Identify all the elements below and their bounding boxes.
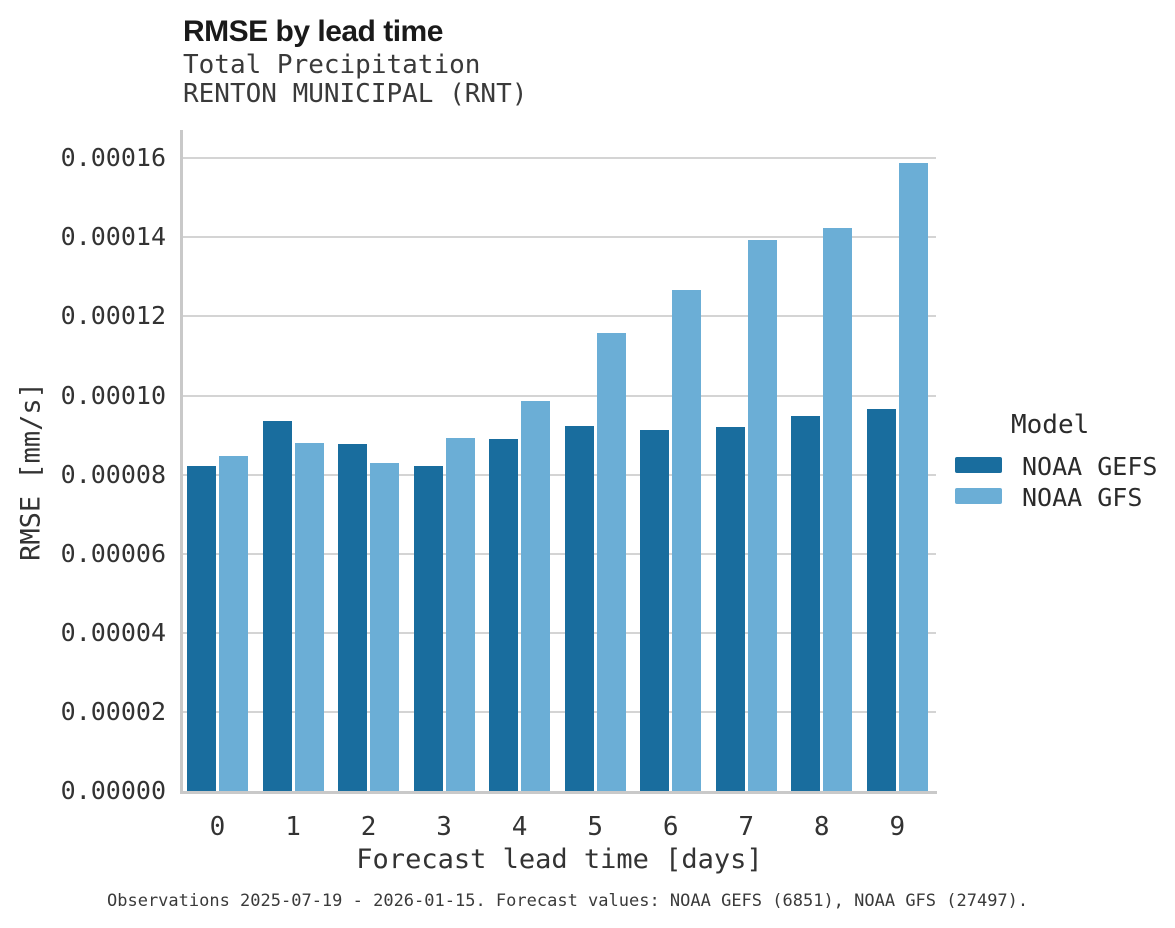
bar-noaa-gefs-day-2 [338, 443, 368, 791]
legend-label-noaa-gfs: NOAA GFS [1022, 483, 1143, 512]
y-tick-label: 0.00000 [60, 776, 166, 805]
x-tick-label: 9 [889, 812, 906, 842]
bar-noaa-gefs-day-8 [791, 415, 821, 791]
bar-noaa-gfs-day-4 [521, 400, 551, 791]
x-tick-label: 6 [662, 812, 679, 842]
bar-noaa-gfs-day-0 [219, 455, 248, 791]
bar-noaa-gfs-day-2 [370, 462, 400, 791]
x-tick-label: 4 [511, 812, 528, 842]
y-tick-label: 0.00012 [60, 301, 166, 331]
legend-label-noaa-gefs: NOAA GEFS [1022, 452, 1158, 481]
bar-noaa-gefs-day-7 [715, 427, 745, 791]
bar-noaa-gefs-day-5 [564, 426, 594, 791]
chart-subtitle-variable: Total Precipitation [183, 50, 481, 80]
x-tick-label: 8 [813, 812, 830, 842]
bar-noaa-gfs-day-5 [596, 332, 626, 791]
bar-noaa-gfs-day-9 [898, 163, 928, 791]
x-tick-label: 0 [209, 812, 226, 842]
y-tick-label: 0.00004 [60, 617, 166, 647]
x-tick-label: 7 [738, 812, 755, 842]
gridline [183, 157, 936, 160]
x-tick-label: 3 [436, 812, 452, 842]
gridline [183, 552, 936, 555]
y-tick-label: 0.00006 [60, 538, 166, 568]
gridline [183, 394, 936, 397]
gridline [183, 631, 936, 634]
bar-noaa-gefs-day-9 [866, 408, 896, 791]
x-tick-label: 5 [587, 812, 603, 842]
bar-noaa-gfs-day-7 [747, 239, 777, 791]
bar-noaa-gfs-day-8 [823, 227, 853, 791]
legend-title: Model [1011, 410, 1090, 440]
x-axis-spine [180, 791, 937, 794]
y-axis-spine [180, 130, 183, 794]
gridline [183, 710, 936, 713]
bar-noaa-gfs-day-6 [672, 289, 702, 791]
legend-swatch-noaa-gfs [955, 488, 1002, 504]
x-tick-label: 1 [285, 812, 301, 842]
gridline [183, 236, 936, 239]
y-tick-label: 0.00010 [60, 380, 166, 410]
bar-noaa-gefs-day-0 [187, 465, 216, 791]
bar-noaa-gefs-day-3 [413, 466, 443, 791]
bar-noaa-gefs-day-1 [262, 421, 292, 791]
gridline [183, 473, 936, 476]
bar-noaa-gefs-day-6 [640, 430, 670, 791]
gridline [183, 315, 936, 318]
bar-noaa-gefs-day-4 [489, 439, 519, 791]
caption-text: Observations 2025-07-19 - 2026-01-15. Fo… [107, 891, 1029, 911]
legend-swatch-noaa-gefs [955, 457, 1002, 473]
chart-title: RMSE by lead time [183, 15, 443, 48]
x-tick-label: 2 [360, 812, 377, 842]
bar-noaa-gfs-day-3 [445, 437, 475, 791]
y-tick-label: 0.00016 [60, 143, 166, 173]
y-tick-label: 0.00002 [60, 696, 166, 726]
x-axis-title: Forecast lead time [days] [356, 844, 763, 875]
bar-noaa-gfs-day-1 [294, 443, 324, 791]
chart-subtitle-station: RENTON MUNICIPAL (RNT) [183, 79, 528, 109]
y-tick-label: 0.00008 [60, 459, 166, 489]
y-tick-label: 0.00014 [60, 222, 166, 252]
